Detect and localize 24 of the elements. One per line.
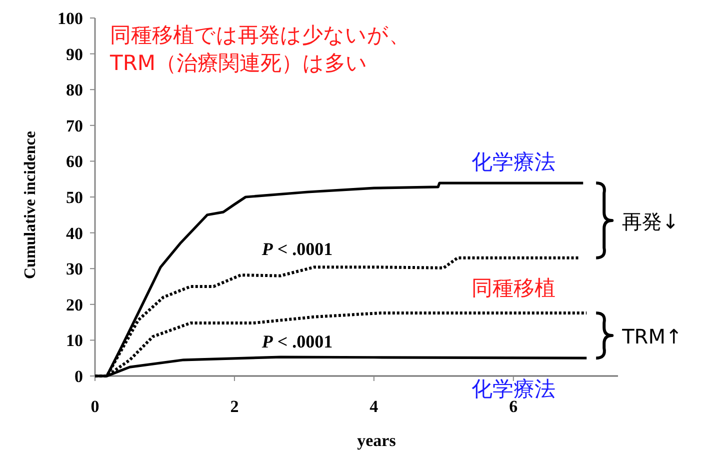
y-tick-label: 20 [66, 295, 83, 314]
y-axis-title: Cumulative incidence [22, 131, 39, 279]
chart-title: 同種移植では再発は少ないが、 [110, 23, 410, 47]
y-tick-label: 100 [58, 9, 83, 28]
series-label: 化学療法 [471, 150, 556, 174]
text: 再発↓ [622, 209, 679, 234]
y-tick-label: 90 [66, 44, 83, 64]
text: TRM（治療関連死）は多い [109, 51, 368, 75]
annotation: P < .0001 [260, 331, 333, 352]
y-tick-label: 50 [66, 188, 83, 207]
y-tick-label: 30 [66, 260, 83, 279]
y-tick-label: 40 [66, 224, 83, 243]
text: TRM↑ [621, 324, 682, 349]
y-tick-label: 70 [66, 116, 83, 136]
x-tick-label: 2 [230, 397, 239, 416]
annotation: P < .0001 [260, 239, 333, 260]
x-tick-label: 4 [370, 397, 379, 416]
y-tick-label: 80 [66, 80, 83, 100]
x-axis-title: years [357, 431, 396, 450]
series-label: 同種移植 [471, 276, 556, 300]
y-tick-label: 60 [66, 152, 83, 172]
y-tick-label: 10 [66, 331, 83, 350]
y-tick-label: 0 [74, 367, 83, 386]
x-tick-label: 0 [90, 397, 100, 416]
